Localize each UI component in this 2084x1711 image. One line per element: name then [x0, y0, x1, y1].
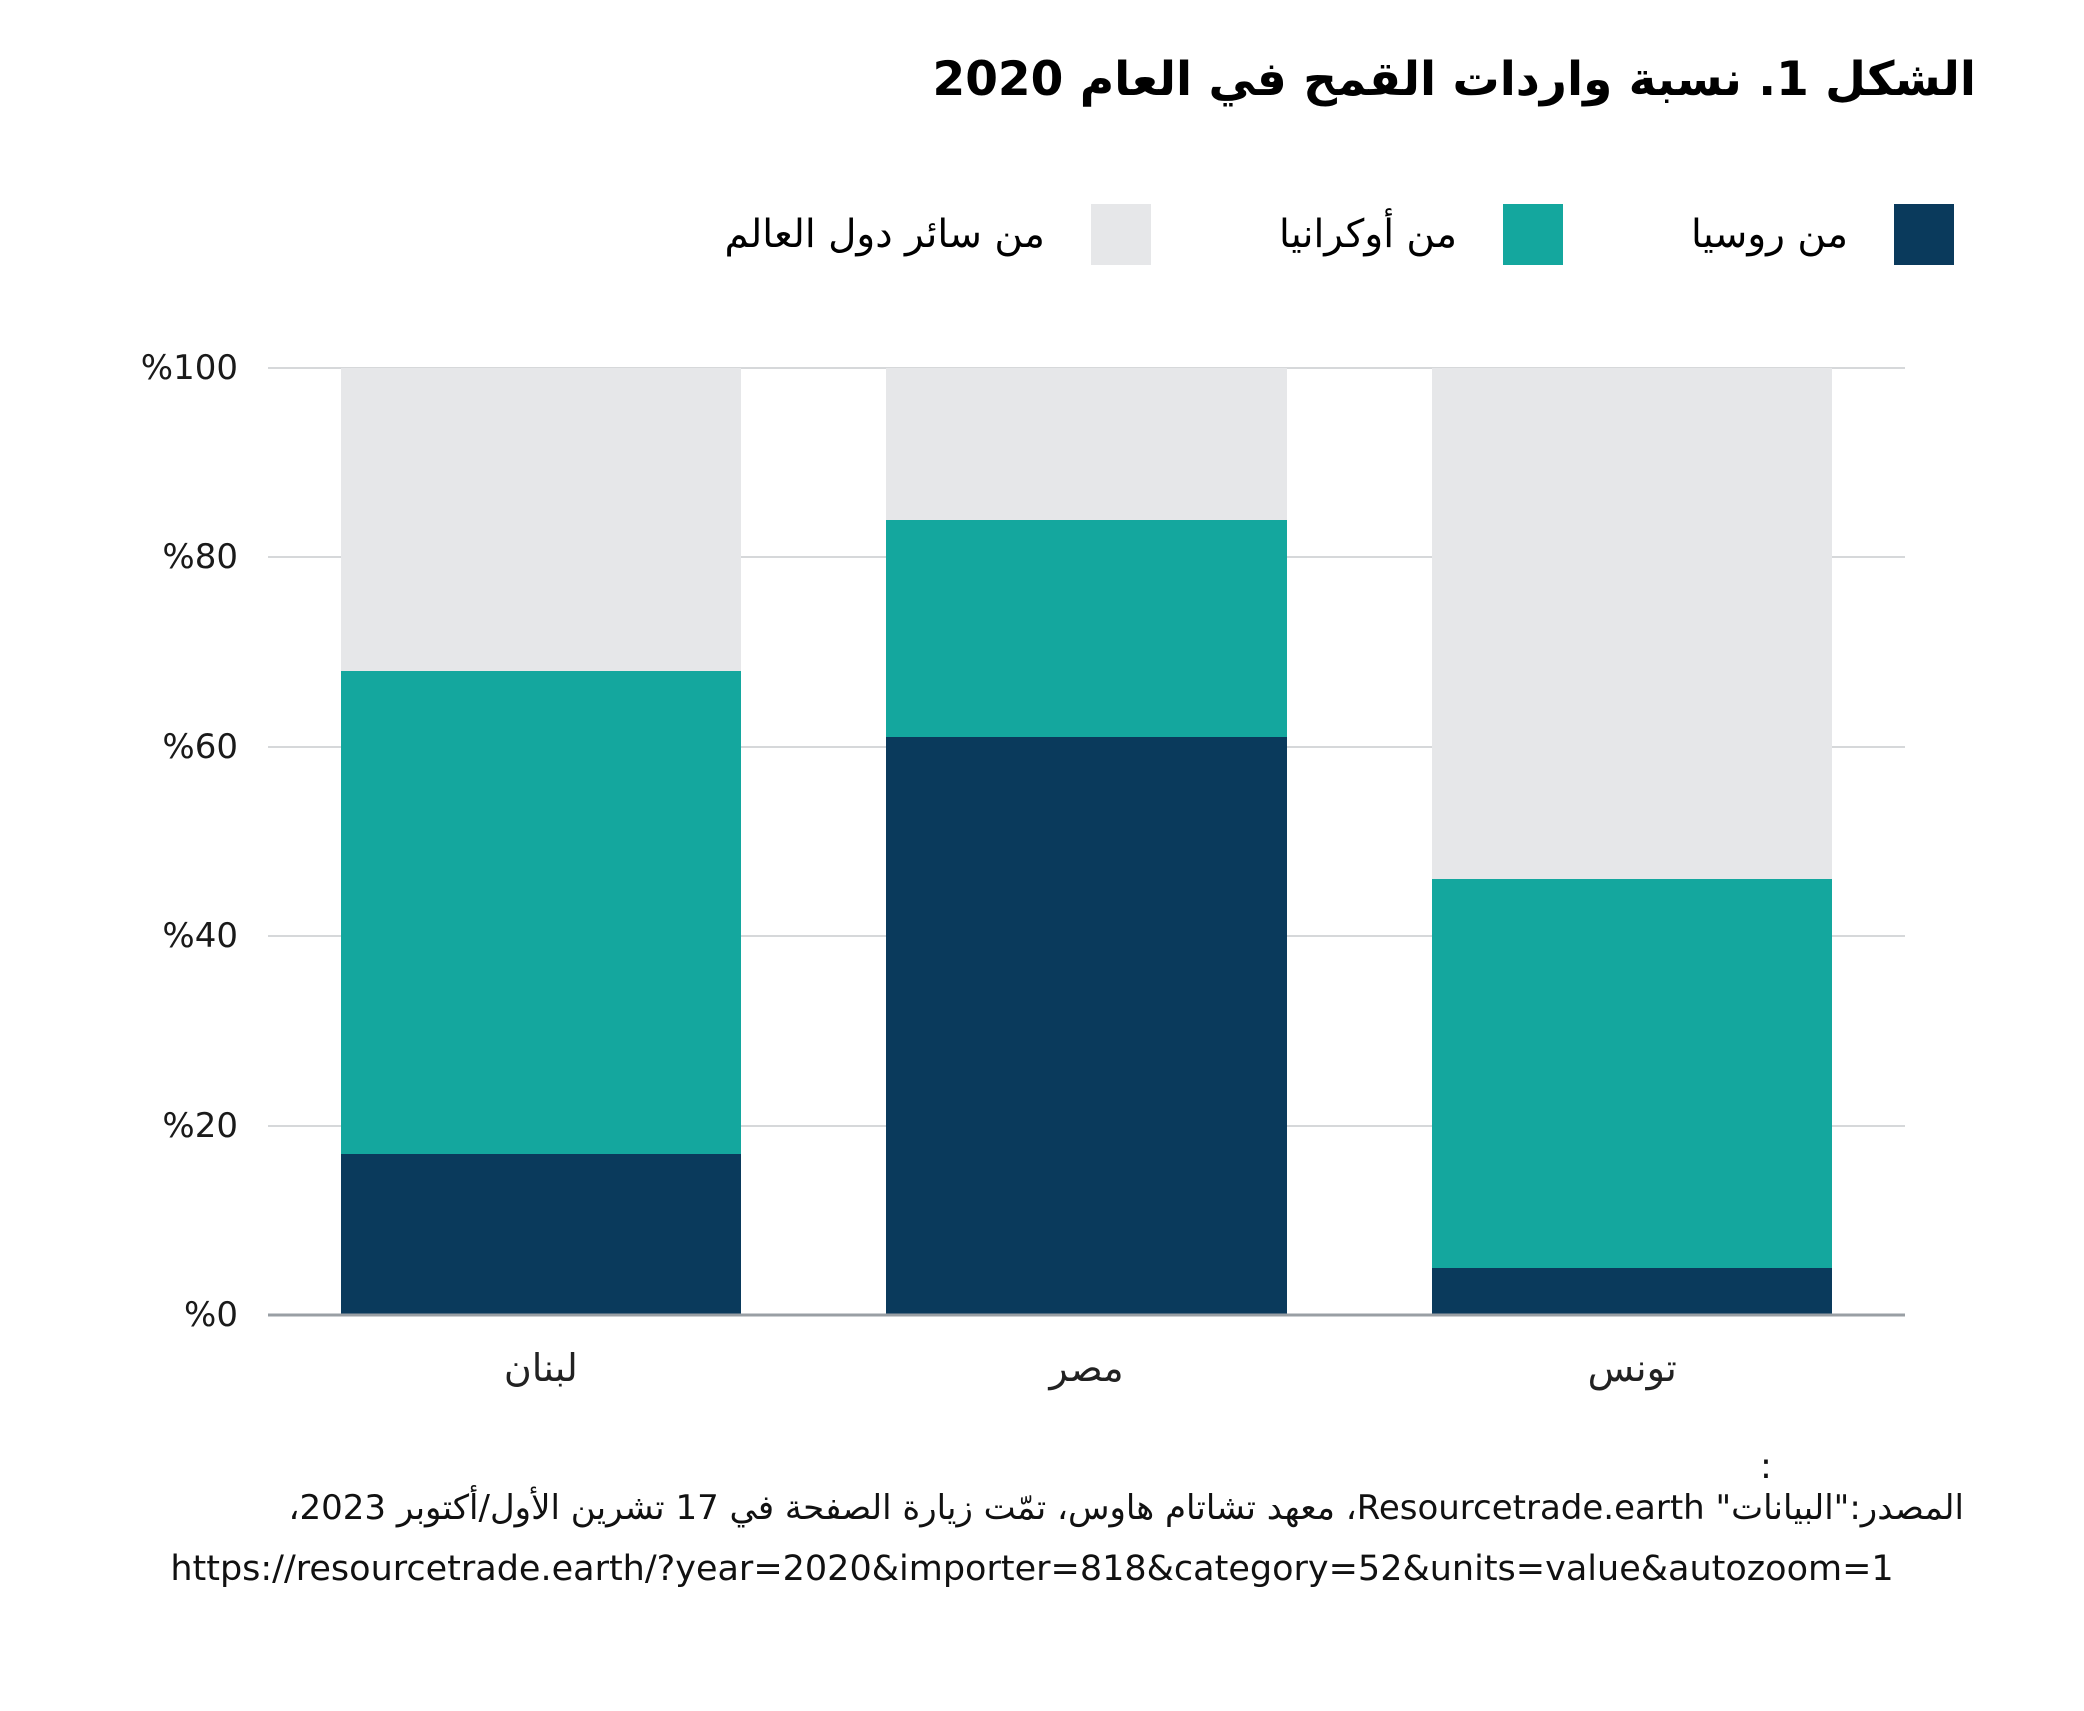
x-axis-label-0: لبنان: [503, 1346, 578, 1390]
bar-slot-0: [268, 368, 814, 1315]
bar-segment-0-series-1: [340, 671, 742, 1155]
bar-segment-2-series-2: [1431, 368, 1833, 880]
y-tick-label-100: %100: [140, 348, 238, 388]
y-tick-label-20: %20: [162, 1105, 238, 1146]
legend-label-ukraine: من أوكرانيا: [1278, 212, 1458, 257]
chart-title: الشكل 1. نسبة واردات القمح في العام 2020: [932, 52, 1976, 107]
x-axis-labels: لبنان مصر تونس: [268, 1346, 1905, 1390]
legend-swatch-rest-of-world: [1090, 204, 1151, 265]
bar-slot-1: [814, 368, 1360, 1315]
legend-swatch-russia: [1894, 204, 1954, 265]
legend-label-russia: من روسيا: [1691, 212, 1848, 257]
gridline-100: [268, 367, 1905, 369]
bar-segment-2-series-1: [1431, 879, 1833, 1268]
legend-label-rest-of-world: من سائر دول العالم: [724, 212, 1045, 257]
bar-segment-2-series-0: [1431, 1267, 1833, 1315]
x-axis-label-2: تونس: [1587, 1346, 1677, 1390]
y-tick-label-60: %60: [162, 726, 238, 767]
bar-segment-1-series-0: [886, 737, 1287, 1315]
source-colon: :: [1759, 1446, 1772, 1487]
legend-item-rest-of-world: من سائر دول العالم: [724, 204, 1151, 265]
y-axis-labels: %0 %20 %40 %60 %80 %100: [0, 351, 238, 1332]
bar-segment-1-series-2: [886, 368, 1287, 520]
bar-segment-0-series-2: [340, 368, 742, 672]
source-url: https://resourcetrade.earth/?year=2020&i…: [170, 1549, 1894, 1589]
y-tick-label-80: %80: [162, 537, 238, 578]
plot-area: [268, 367, 1905, 1317]
legend-swatch-ukraine: [1503, 204, 1564, 265]
stacked-bar-1: [886, 368, 1287, 1315]
bars: [268, 368, 1905, 1315]
bar-segment-1-series-1: [886, 519, 1287, 738]
stacked-bar-2: [1431, 368, 1833, 1315]
x-axis-label-1: مصر: [1049, 1346, 1124, 1390]
bar-segment-0-series-0: [340, 1154, 742, 1315]
bar-slot-2: [1359, 368, 1905, 1315]
y-tick-label-40: %40: [162, 916, 238, 957]
gridline-0: [268, 1313, 1905, 1317]
y-tick-label-0: %0: [184, 1295, 238, 1335]
stacked-bar-0: [340, 368, 742, 1315]
legend-item-russia: من روسيا: [1691, 204, 1954, 265]
legend-item-ukraine: من أوكرانيا: [1278, 204, 1564, 265]
legend: من روسيا من أوكرانيا من سائر دول العالم: [724, 204, 1954, 265]
source-note: : المصدر:"البيانات" Resourcetrade.earth،…: [100, 1446, 1965, 1598]
source-text: المصدر:"البيانات" Resourcetrade.earth، م…: [288, 1488, 1965, 1528]
